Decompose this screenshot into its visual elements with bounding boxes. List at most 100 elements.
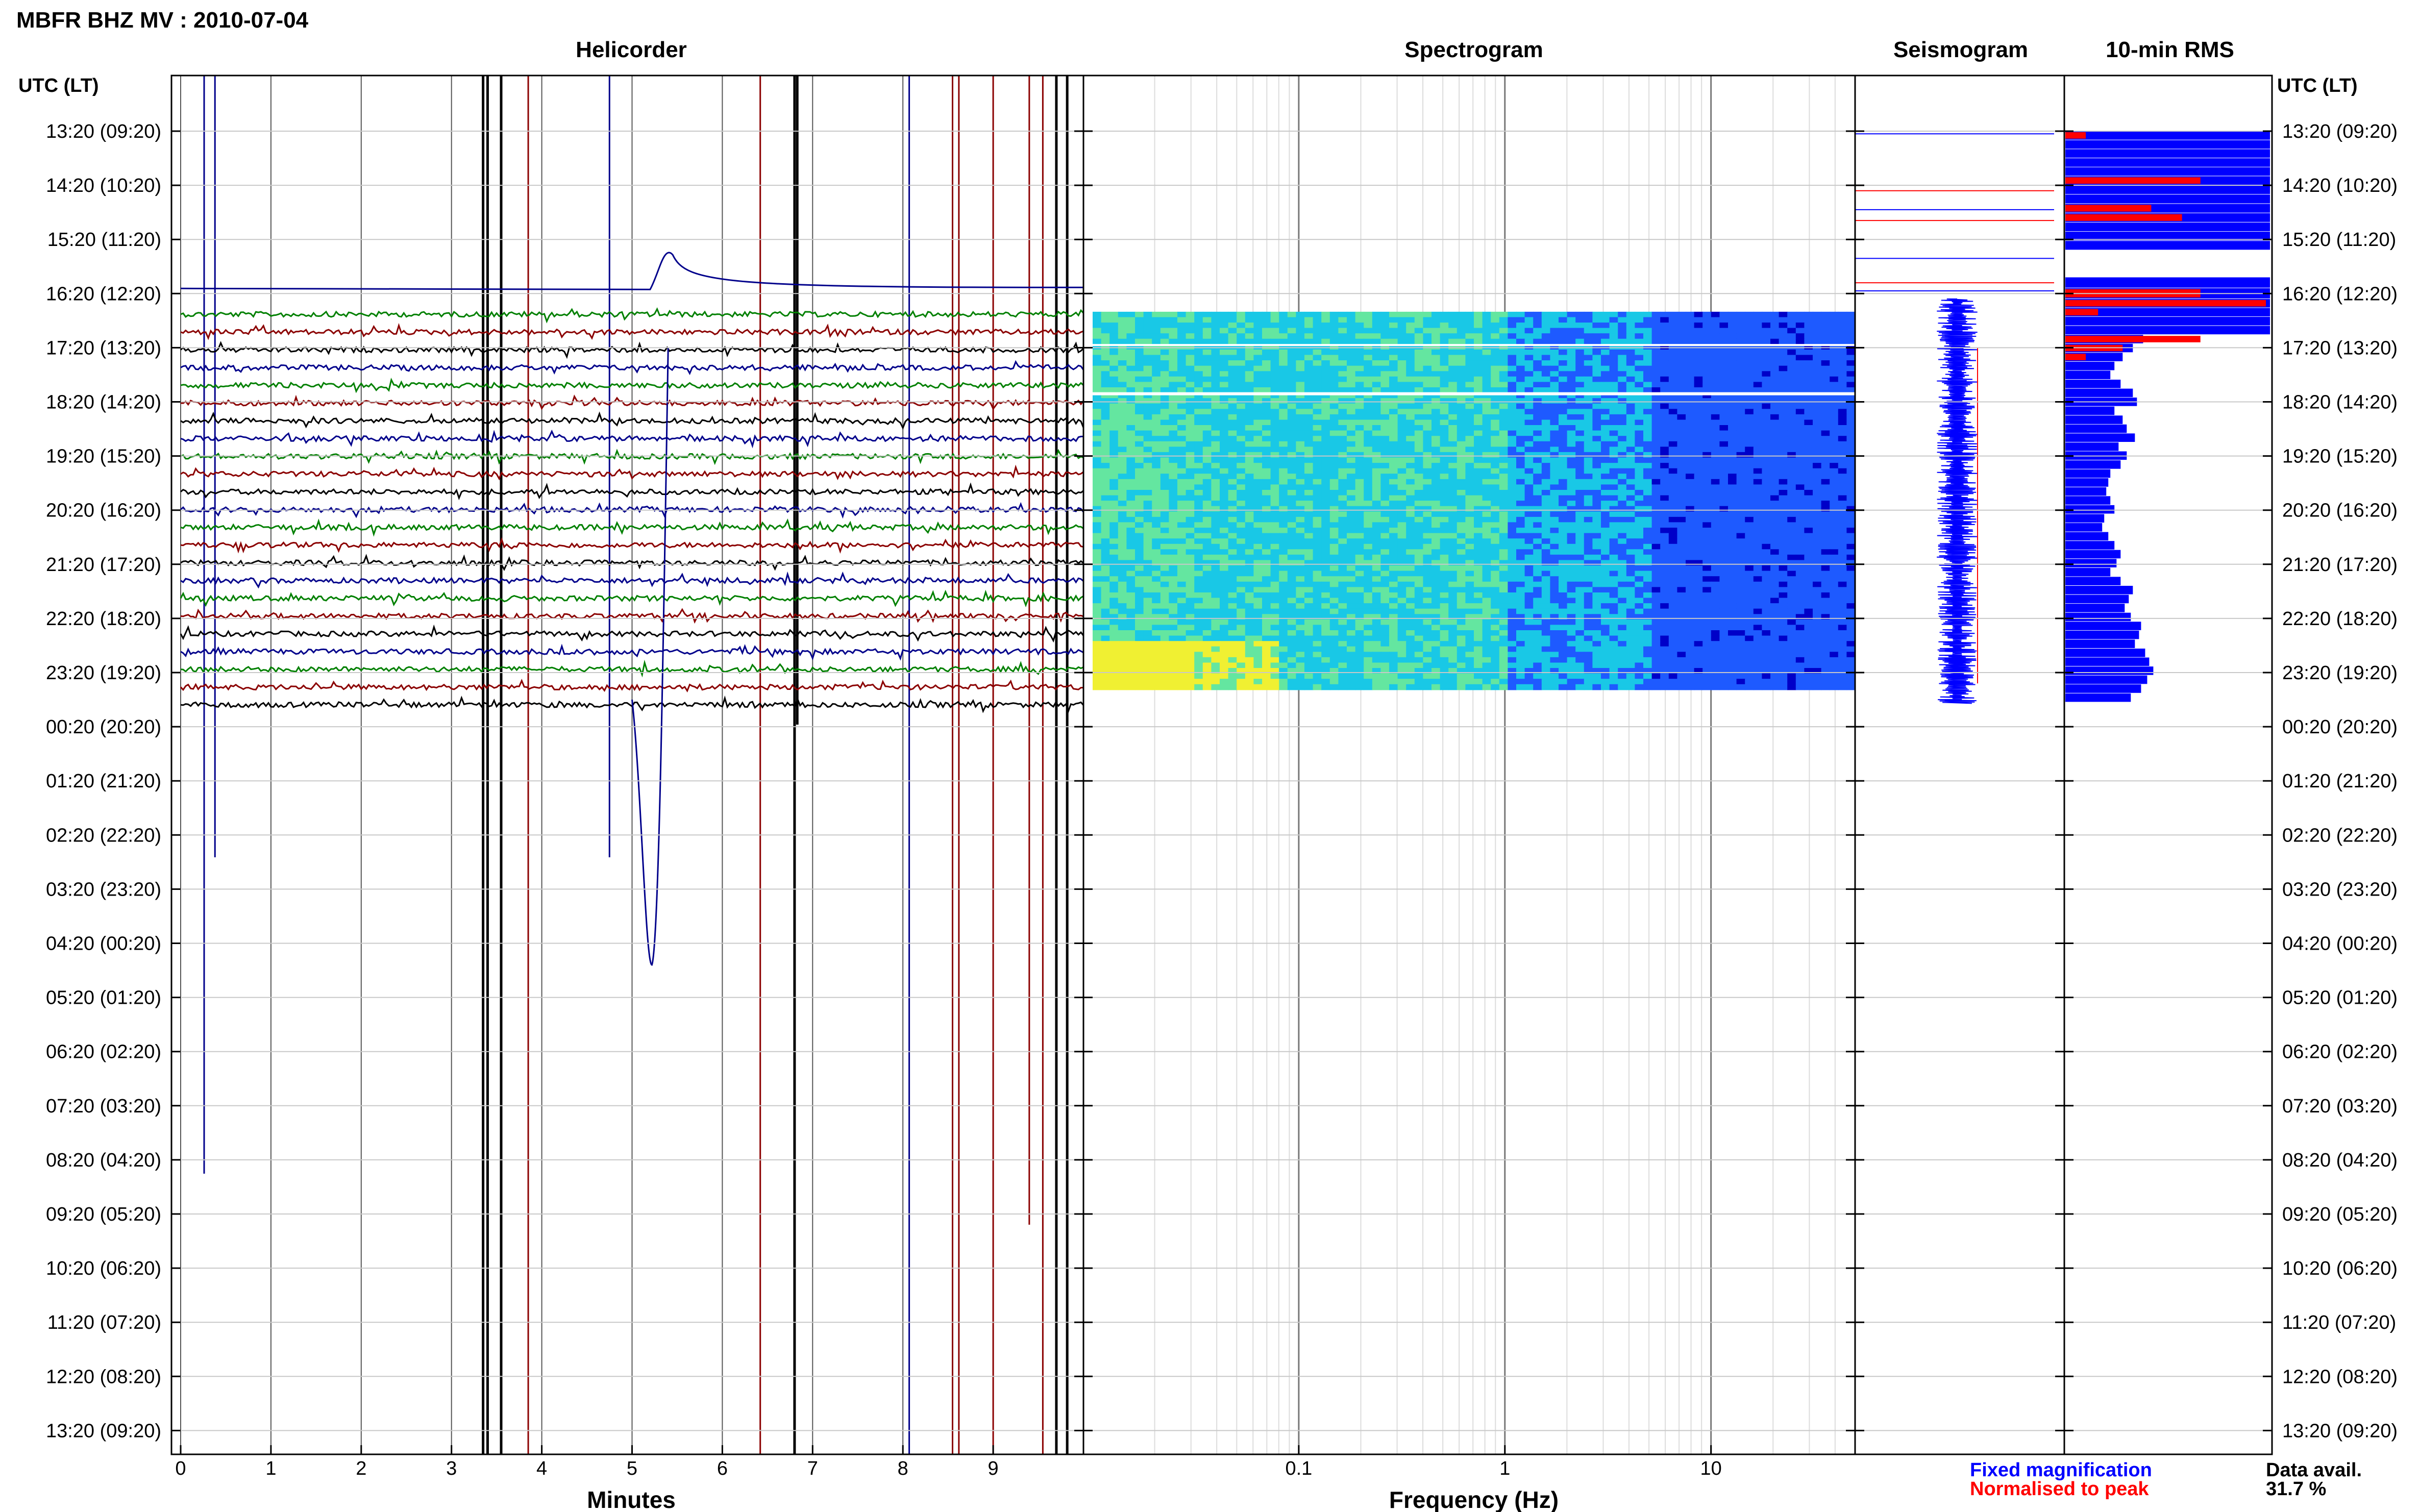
spectrogram-cell — [1482, 425, 1492, 431]
spectrogram-cell — [1245, 560, 1254, 566]
spectrogram-cell — [1762, 441, 1771, 448]
spectrogram-cell — [1686, 506, 1695, 512]
spectrogram-cell — [1364, 344, 1373, 350]
spectrogram-cell — [1372, 474, 1381, 480]
spectrogram-cell — [1228, 457, 1238, 464]
spectrogram-cell — [1143, 398, 1153, 404]
spectrogram-cell — [1677, 543, 1686, 550]
spectrogram-cell — [1093, 495, 1102, 502]
spectrogram-cell — [1516, 463, 1525, 469]
spectrogram-cell — [1626, 355, 1636, 361]
spectrogram-cell — [1702, 522, 1712, 528]
spectrogram-cell — [1618, 365, 1627, 372]
helicorder-trace — [180, 323, 1084, 340]
spectrogram-cell — [1397, 522, 1407, 528]
spectrogram-cell — [1541, 365, 1551, 372]
spectrogram-cell — [1169, 414, 1178, 420]
spectrogram-cell — [1575, 533, 1585, 539]
spectrogram-cell — [1575, 560, 1585, 566]
spectrogram-cell — [1313, 338, 1322, 345]
spectrogram-cell — [1338, 344, 1347, 350]
spectrogram-cell — [1491, 452, 1500, 458]
spectrogram-cell — [1364, 463, 1373, 469]
spectrogram-cell — [1762, 479, 1771, 485]
spectrogram-cell — [1448, 376, 1458, 383]
spectrogram-cell — [1753, 598, 1763, 604]
spectrogram-cell — [1380, 392, 1390, 399]
spectrogram-cell — [1440, 360, 1449, 366]
spectrogram-cell — [1770, 581, 1780, 588]
spectrogram-cell — [1694, 543, 1704, 550]
spectrogram-cell — [1440, 468, 1449, 475]
spectrogram-cell — [1143, 457, 1153, 464]
spectrogram-cell — [1389, 311, 1398, 318]
spectrogram-cell — [1575, 522, 1585, 528]
spectrogram-cell — [1668, 409, 1678, 415]
spectrogram-cell — [1389, 350, 1398, 356]
spectrogram-cell — [1660, 382, 1669, 388]
spectrogram-cell — [1338, 360, 1347, 366]
spectrogram-cell — [1575, 409, 1585, 415]
spectrogram-cell — [1423, 565, 1432, 572]
spectrogram-cell — [1397, 365, 1407, 372]
spectrogram-cell — [1830, 419, 1839, 426]
spectrogram-cell — [1728, 323, 1737, 329]
spectrogram-cell — [1668, 516, 1678, 523]
spectrogram-cell — [1347, 376, 1356, 383]
spectrogram-cell — [1457, 355, 1466, 361]
spectrogram-cell — [1372, 576, 1381, 582]
spectrogram-cell — [1389, 560, 1398, 566]
spectrogram-cell — [1516, 328, 1525, 334]
spectrogram-cell — [1457, 403, 1466, 410]
spectrogram-cell — [1093, 425, 1102, 431]
spectrogram-cell — [1126, 414, 1136, 420]
spectrogram-cell — [1559, 430, 1568, 437]
spectrogram-cell — [1126, 571, 1136, 577]
spectrogram-cell — [1406, 457, 1415, 464]
spectrogram-cell — [1711, 323, 1720, 329]
spectrogram-cell — [1567, 501, 1576, 507]
spectrogram-cell — [1253, 490, 1263, 496]
spectrogram-cell — [1838, 592, 1847, 599]
spectrogram-cell — [1220, 441, 1229, 448]
spectrogram-cell — [1482, 323, 1492, 329]
spectrogram-cell — [1795, 382, 1805, 388]
spectrogram-cell — [1804, 516, 1813, 523]
spectrogram-cell — [1262, 533, 1271, 539]
spectrogram-cell — [1626, 333, 1636, 339]
spectrogram-cell — [1711, 484, 1720, 490]
spectrogram-cell — [1550, 403, 1559, 410]
spectrogram-cell — [1541, 387, 1551, 393]
spectrogram-cell — [1186, 560, 1195, 566]
spectrogram-cell — [1440, 452, 1449, 458]
spectrogram-cell — [1465, 398, 1474, 404]
spectrogram-cell — [1194, 581, 1203, 588]
spectrogram-cell — [1677, 328, 1686, 334]
spectrogram-cell — [1313, 376, 1322, 383]
spectrogram-cell — [1524, 587, 1534, 593]
spectrogram-cell — [1804, 447, 1813, 453]
spectrogram-cell — [1643, 350, 1652, 356]
spectrogram-cell — [1321, 603, 1330, 609]
spectrogram-cell — [1482, 382, 1492, 388]
spectrogram-cell — [1559, 392, 1568, 399]
spectrogram-cell — [1414, 528, 1424, 534]
spectrogram-cell — [1601, 419, 1610, 426]
spectrogram-cell — [1584, 398, 1593, 404]
spectrogram-cell — [1169, 511, 1178, 517]
spectrogram-cell — [1152, 425, 1161, 431]
spectrogram-cell — [1220, 355, 1229, 361]
spectrogram-cell — [1364, 387, 1373, 393]
spectrogram-cell — [1541, 474, 1551, 480]
spectrogram-cell — [1118, 528, 1127, 534]
spectrogram-cell — [1126, 576, 1136, 582]
spectrogram-cell — [1516, 344, 1525, 350]
spectrogram-cell — [1457, 484, 1466, 490]
spectrogram-cell — [1745, 484, 1754, 490]
spectrogram-cell — [1389, 587, 1398, 593]
spectrogram-cell — [1550, 328, 1559, 334]
spectrogram-cell — [1389, 430, 1398, 437]
spectrogram-cell — [1364, 522, 1373, 528]
spectrogram-cell — [1550, 317, 1559, 324]
spectrogram-cell — [1287, 382, 1297, 388]
